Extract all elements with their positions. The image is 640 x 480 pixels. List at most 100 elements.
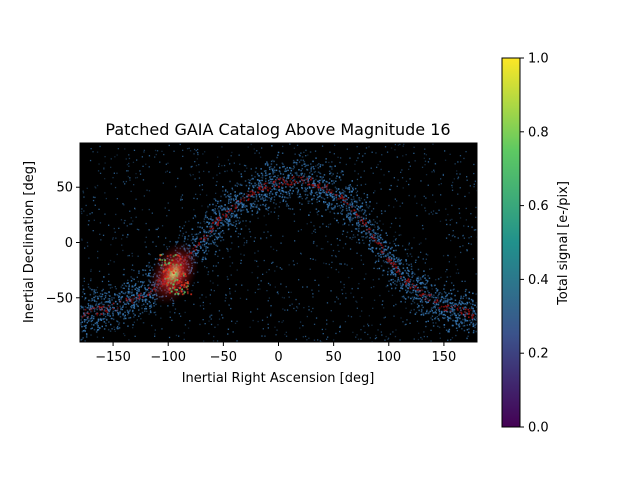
heatmap-cell — [437, 278, 440, 280]
heatmap-cell — [329, 151, 331, 153]
heatmap-cell — [265, 185, 267, 188]
heatmap-cell — [239, 183, 242, 186]
heatmap-cell — [323, 186, 326, 188]
heatmap-cell — [263, 170, 266, 172]
heatmap-cell — [159, 161, 161, 163]
heatmap-cell — [267, 300, 269, 302]
heatmap-cell — [106, 311, 109, 313]
heatmap-cell — [199, 231, 201, 234]
heatmap-cell — [348, 212, 350, 215]
heatmap-cell — [252, 206, 255, 208]
heatmap-cell — [242, 220, 244, 222]
heatmap-cell — [206, 221, 208, 223]
heatmap-cell — [151, 324, 153, 327]
heatmap-cell — [180, 167, 182, 169]
heatmap-cell — [341, 188, 344, 191]
heatmap-cell — [301, 179, 303, 181]
heatmap-cell — [175, 273, 178, 275]
heatmap-cell — [375, 255, 377, 257]
heatmap-cell — [87, 283, 90, 285]
heatmap-cell — [323, 262, 325, 264]
heatmap-cell — [322, 176, 324, 178]
heatmap-cell — [422, 314, 425, 316]
heatmap-cell — [326, 323, 328, 325]
heatmap-cell — [292, 168, 294, 170]
heatmap-cell — [393, 206, 395, 208]
heatmap-cell — [350, 316, 353, 318]
heatmap-cell — [234, 184, 236, 187]
heatmap-cell — [312, 160, 314, 163]
heatmap-cell — [225, 189, 227, 191]
heatmap-cell — [416, 294, 418, 296]
heatmap-cell — [132, 309, 134, 312]
heatmap-cell — [271, 145, 273, 147]
heatmap-cell — [224, 221, 227, 223]
heatmap-cell — [216, 245, 219, 247]
heatmap-cell — [319, 165, 321, 168]
heatmap-cell — [339, 263, 341, 265]
heatmap-cell — [360, 254, 362, 257]
heatmap-cell — [307, 183, 310, 185]
heatmap-cell — [192, 238, 194, 240]
heatmap-cell — [347, 212, 349, 214]
heatmap-cell — [278, 189, 280, 191]
heatmap-cell — [91, 317, 93, 319]
heatmap-cell — [342, 200, 345, 203]
heatmap-cell — [418, 305, 420, 308]
heatmap-cell — [402, 272, 404, 275]
heatmap-cell — [94, 204, 96, 206]
heatmap-cell — [146, 288, 148, 291]
heatmap-cell — [83, 277, 85, 280]
heatmap-cell — [200, 241, 202, 243]
heatmap-cell — [128, 165, 130, 167]
heatmap-cell — [271, 145, 273, 147]
heatmap-cell — [102, 305, 105, 308]
heatmap-cell — [110, 317, 113, 320]
heatmap-cell — [179, 263, 182, 266]
heatmap-cell — [383, 251, 385, 254]
heatmap-cell — [366, 225, 368, 228]
heatmap-cell — [263, 183, 265, 185]
heatmap-cell — [445, 237, 448, 239]
heatmap-cell — [209, 303, 211, 305]
heatmap-cell — [83, 280, 85, 282]
heatmap-cell — [197, 251, 199, 254]
heatmap-cell — [345, 205, 348, 207]
heatmap-cell — [283, 180, 285, 182]
heatmap-cell — [239, 208, 242, 210]
heatmap-cell — [218, 233, 220, 236]
heatmap-cell — [369, 233, 371, 235]
heatmap-cell — [405, 323, 407, 325]
heatmap-cell — [339, 326, 341, 328]
heatmap-cell — [273, 199, 276, 201]
heatmap-cell — [82, 306, 84, 308]
heatmap-cell — [114, 156, 116, 158]
heatmap-cell — [195, 150, 197, 152]
heatmap-cell — [229, 196, 231, 199]
heatmap-cell — [226, 191, 229, 193]
heatmap-cell — [357, 217, 359, 219]
title-text: Patched GAIA Catalog Above Magnitude 16 — [105, 120, 450, 139]
heatmap-cell — [421, 299, 423, 301]
heatmap-cell — [391, 254, 393, 256]
heatmap-cell — [328, 170, 331, 173]
heatmap-cell — [296, 174, 298, 176]
heatmap-cell — [276, 156, 278, 159]
heatmap-cell — [281, 177, 284, 179]
heatmap-cell — [181, 293, 184, 296]
heatmap-cell — [463, 308, 465, 310]
heatmap-cell — [334, 255, 337, 257]
heatmap-cell — [251, 190, 253, 193]
heatmap-cell — [349, 184, 351, 186]
heatmap-cell — [254, 259, 256, 262]
heatmap-cell — [220, 225, 222, 227]
heatmap-cell — [179, 143, 181, 146]
heatmap-cell — [454, 305, 456, 307]
heatmap-cell — [148, 229, 150, 231]
heatmap-cell — [278, 179, 281, 181]
heatmap-cell — [426, 294, 428, 296]
heatmap-cell — [356, 334, 358, 336]
heatmap-cell — [126, 290, 129, 293]
heatmap-cell — [348, 224, 350, 226]
heatmap-cell — [447, 254, 449, 256]
